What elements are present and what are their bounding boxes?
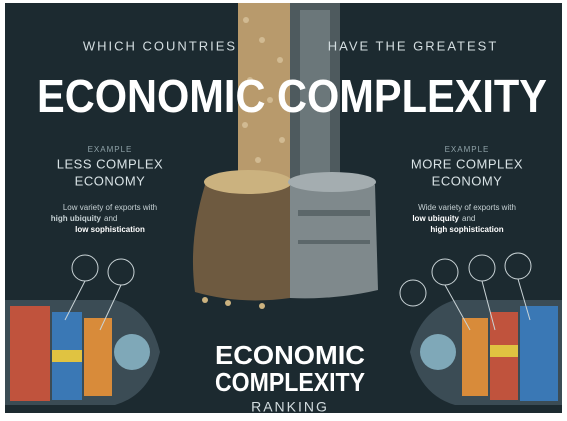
connector: and	[104, 214, 117, 223]
panel-label: EXAMPLE	[88, 145, 133, 154]
panel-heading: LESS COMPLEX	[57, 156, 163, 171]
highlight: high ubiquity	[51, 214, 102, 223]
main-title: ECONOMIC COMPLEXITY	[37, 70, 547, 122]
panel-label: EXAMPLE	[445, 145, 490, 154]
left-ship	[5, 300, 160, 405]
panel-description: Low variety of exports with	[63, 203, 157, 212]
right-ship	[410, 300, 562, 405]
highlight: low ubiquity	[412, 214, 459, 223]
lead-text: WHICH COUNTRIES	[83, 38, 237, 53]
footer-subtitle: RANKING	[251, 399, 329, 415]
footer-title: COMPLEXITY	[215, 367, 365, 397]
lead-text: HAVE THE GREATEST	[328, 38, 499, 53]
panel-heading: MORE COMPLEX	[411, 156, 523, 171]
connector: and	[462, 214, 475, 223]
infographic: WHICH COUNTRIES HAVE THE GREATEST ECONOM…	[0, 0, 567, 421]
footer-title: ECONOMIC	[215, 340, 365, 370]
panel-description: Wide variety of exports with	[418, 203, 516, 212]
panel-heading: ECONOMY	[432, 173, 503, 188]
highlight: low sophistication	[75, 225, 145, 234]
panel-heading: ECONOMY	[75, 173, 146, 188]
highlight: high sophistication	[430, 225, 503, 234]
